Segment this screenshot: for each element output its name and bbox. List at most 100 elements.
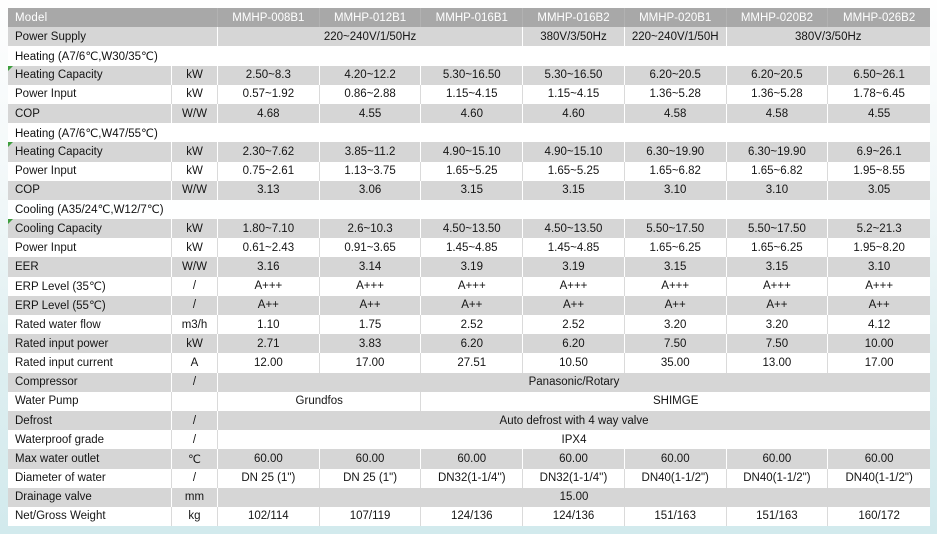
table-row: Compressor / Panasonic/Rotary (8, 372, 930, 392)
table-row: Cooling Capacity kW 1.80~7.10 2.6~10.3 4.50~… (8, 219, 930, 239)
value-cell: 2.6~10.3 (319, 219, 422, 239)
row-unit: W/W (172, 103, 218, 124)
model-header-label: Model (8, 8, 218, 28)
value-cell: DN32(1-1/4'') (421, 468, 524, 488)
value-cell: 3.20 (624, 315, 727, 335)
value-cell: 4.50~13.50 (421, 219, 524, 239)
value-cell: 6.20~20.5 (624, 65, 727, 85)
value-cell: 4.90~15.10 (523, 142, 625, 162)
value-cell: A+++ (828, 276, 930, 296)
value-cell: 124/136 (421, 506, 524, 527)
row-label: Rated water flow (8, 315, 172, 335)
value-cell: 1.80~7.10 (218, 219, 320, 239)
value-cell: A++ (828, 295, 930, 315)
value-cell: 0.75~2.61 (218, 161, 320, 181)
row-label: ERP Level (55℃) (8, 295, 172, 315)
table-row: Power Input kW 0.61~2.43 0.91~3.65 1.45~4.85… (8, 238, 930, 258)
value-cell: Grundfos (218, 391, 422, 411)
value-cell: 12.00 (218, 353, 320, 373)
value-cell: 2.30~7.62 (218, 142, 320, 162)
value-cell: A+++ (624, 276, 727, 296)
model-header-row: Model MMHP-008B1 MMHP-012B1 MMHP-016B1 MMHP-… (8, 8, 930, 28)
model-name: MMHP-012B1 (319, 8, 422, 28)
section-title: Cooling (A35/24℃,W12/7℃) (8, 199, 930, 220)
table-row: Rated water flow m3/h 1.10 1.75 2.52 2.52 3.20… (8, 315, 930, 335)
value-cell: A+++ (421, 276, 524, 296)
value-cell: 60.00 (624, 449, 727, 469)
value-cell: 60.00 (421, 449, 524, 469)
value-cell: 4.55 (828, 103, 930, 124)
value-cell: 1.65~6.25 (624, 238, 727, 258)
table-row: Rated input current A 12.00 17.00 27.51 10.50… (8, 353, 930, 373)
value-cell: 3.06 (319, 180, 422, 200)
table-row: Rated input power kW 2.71 3.83 6.20 6.20 7.50 7… (8, 334, 930, 354)
value-cell: 4.60 (523, 103, 625, 124)
row-unit: / (172, 372, 218, 392)
row-unit: m3/h (172, 315, 218, 335)
value-cell: DN 25 (1") (319, 468, 422, 488)
value-cell: 4.55 (319, 103, 422, 124)
value-cell: 3.15 (421, 180, 524, 200)
value-cell: 0.57~1.92 (218, 84, 320, 104)
value-cell: A+++ (523, 276, 625, 296)
value-cell: 60.00 (726, 449, 829, 469)
value-cell: 1.75 (319, 315, 422, 335)
row-unit: kW (172, 238, 218, 258)
row-label: Drainage valve (8, 487, 172, 507)
row-label: Waterproof grade (8, 430, 172, 450)
value-cell: 17.00 (319, 353, 422, 373)
row-unit: kW (172, 334, 218, 354)
table-row: Power Input kW 0.75~2.61 1.13~3.75 1.65~5.25… (8, 161, 930, 181)
value-cell: 160/172 (828, 506, 930, 527)
value-cell: 6.30~19.90 (726, 142, 829, 162)
value-cell: 2.52 (523, 315, 625, 335)
value-cell: 1.65~6.82 (726, 161, 829, 181)
value-cell: 10.00 (828, 334, 930, 354)
table-row: COP W/W 4.68 4.55 4.60 4.60 4.58 4.58 4.55 (8, 103, 930, 124)
value-cell: 3.83 (319, 334, 422, 354)
value-cell: 17.00 (828, 353, 930, 373)
value-cell: 2.52 (421, 315, 524, 335)
value-cell: 1.95~8.20 (828, 238, 930, 258)
row-unit: kW (172, 84, 218, 104)
value-cell: 7.50 (726, 334, 829, 354)
value-cell: 7.50 (624, 334, 727, 354)
row-label: Power Input (8, 238, 172, 258)
value-cell: 1.65~6.25 (726, 238, 829, 258)
row-label: Max water outlet (8, 449, 172, 469)
row-label: Power Input (8, 84, 172, 104)
value-cell: DN40(1-1/2") (624, 468, 727, 488)
value-cell: 1.95~8.55 (828, 161, 930, 181)
value-cell: 0.91~3.65 (319, 238, 422, 258)
table-row: Diameter of water / DN 25 (1") DN 25 (1") DN… (8, 468, 930, 488)
value-cell: 3.15 (726, 257, 829, 277)
value-cell: 151/163 (624, 506, 727, 527)
value-cell: DN40(1-1/2") (828, 468, 930, 488)
value-cell: 6.20 (421, 334, 524, 354)
value-cell: 4.58 (726, 103, 829, 124)
value-cell: 3.10 (624, 180, 727, 200)
table-row: Water Pump Grundfos SHIMGE (8, 391, 930, 411)
table-row: ERP Level (35℃) / A+++ A+++ A+++ A+++ A+++ A+++… (8, 276, 930, 296)
value-cell: 6.9~26.1 (828, 142, 930, 162)
value-cell: 4.68 (218, 103, 320, 124)
value-cell: 5.50~17.50 (624, 219, 727, 239)
row-label: ERP Level (35℃) (8, 276, 172, 296)
row-unit: kW (172, 161, 218, 181)
row-label: Cooling Capacity (8, 219, 172, 239)
value-cell: 4.60 (421, 103, 524, 124)
value-cell: 380V/3/50Hz (523, 27, 625, 47)
table-row: Power Supply 220~240V/1/50Hz 380V/3/50Hz 22… (8, 27, 930, 47)
value-cell: 1.45~4.85 (421, 238, 524, 258)
section-row: Heating (A7/6℃,W30/35℃) (8, 46, 930, 66)
table-row: Drainage valve mm 15.00 (8, 487, 930, 507)
row-label: COP (8, 103, 172, 124)
row-label: Diameter of water (8, 468, 172, 488)
value-cell: A+++ (319, 276, 422, 296)
value-cell: 60.00 (218, 449, 320, 469)
value-cell: 1.36~5.28 (726, 84, 829, 104)
value-cell: 3.10 (828, 257, 930, 277)
section-title: Heating (A7/6℃,W30/35℃) (8, 46, 930, 66)
row-label: EER (8, 257, 172, 277)
value-cell: A+++ (726, 276, 829, 296)
